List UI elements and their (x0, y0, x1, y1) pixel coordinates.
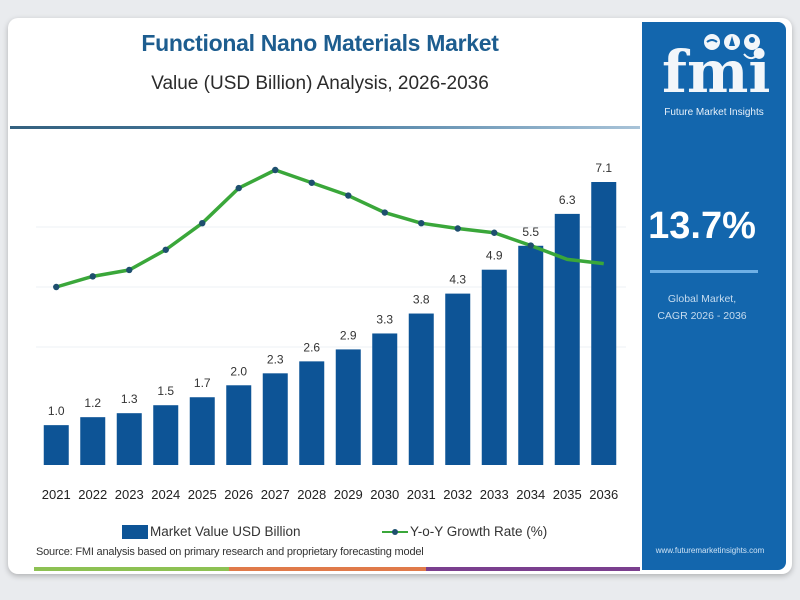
bar-2035 (554, 213, 580, 465)
bar-value-label: 1.3 (121, 392, 138, 406)
x-tick-label: 2026 (224, 487, 253, 502)
sidebar-panel (642, 22, 786, 570)
bar-value-label: 1.5 (157, 384, 174, 398)
bar-value-label: 7.1 (595, 161, 612, 175)
legend-bar-label: Market Value USD Billion (150, 524, 301, 539)
footer-bar-green (34, 567, 229, 571)
growth-rate-point (491, 229, 498, 236)
bar-value-label: 3.3 (376, 312, 393, 326)
x-tick-label: 2033 (480, 487, 509, 502)
bar-value-label: 1.0 (48, 404, 65, 418)
bar-2030 (372, 333, 398, 465)
fmi-logo: fmi (662, 34, 770, 100)
legend-item-growth-rate: Y-o-Y Growth Rate (%) (382, 524, 547, 539)
bar-value-label: 1.7 (194, 376, 211, 390)
footer-bar-purple (426, 567, 640, 571)
chart-subtitle: Value (USD Billion) Analysis, 2026-2036 (151, 73, 489, 94)
bar-2031 (408, 313, 434, 465)
bar-2024 (153, 405, 179, 465)
x-tick-label: 2036 (589, 487, 618, 502)
header-divider (10, 126, 640, 129)
growth-rate-point (454, 225, 461, 232)
bar-value-label: 2.0 (230, 364, 247, 378)
x-tick-label: 2027 (261, 487, 290, 502)
bar-value-label: 6.3 (559, 193, 576, 207)
x-tick-label: 2025 (188, 487, 217, 502)
bar-2029 (335, 349, 361, 465)
bar-value-label: 2.9 (340, 328, 357, 342)
growth-rate-point (126, 266, 133, 274)
chart-plot: 1.0 2021 1.2 2022 1.3 2023 1.5 2024 1.7 2025 2.0 20… (36, 161, 626, 502)
bar-value-label: 4.9 (486, 249, 503, 263)
footer-bar-orange (229, 567, 426, 571)
bar-value-label: 2.6 (303, 340, 320, 354)
legend-bar-swatch (122, 524, 148, 539)
x-tick-label: 2022 (78, 487, 107, 502)
growth-rate-point (235, 184, 242, 192)
growth-rate-line (55, 168, 604, 289)
chart-legend: Market Value USD Billion Y-o-Y Growth Ra… (0, 524, 640, 544)
x-tick-label: 2030 (370, 487, 399, 502)
bar-2032 (445, 293, 471, 465)
x-tick-label: 2028 (297, 487, 326, 502)
growth-rate-point (527, 242, 534, 249)
bar-value-label: 5.5 (522, 225, 539, 239)
growth-rate-point (345, 192, 352, 199)
growth-rate-point (199, 219, 206, 227)
legend-line-label: Y-o-Y Growth Rate (%) (410, 524, 548, 539)
bar-2023 (116, 413, 142, 465)
bar-2034 (518, 245, 544, 465)
bar-2025 (189, 397, 215, 465)
x-tick-label: 2021 (42, 487, 71, 502)
bar-2026 (226, 385, 252, 465)
growth-rate-point (272, 166, 279, 174)
bar-value-label: 1.2 (84, 396, 101, 410)
x-tick-label: 2035 (553, 487, 582, 502)
x-tick-label: 2032 (443, 487, 472, 502)
growth-rate-point (308, 179, 315, 186)
bar-2033 (481, 269, 507, 465)
cagr-label: Global Market, CAGR 2026 - 2036 (648, 291, 756, 325)
growth-rate-point (162, 246, 169, 253)
x-tick-label: 2031 (407, 487, 436, 502)
bar-value-label: 4.3 (449, 273, 466, 287)
x-tick-label: 2034 (516, 487, 545, 502)
bar-2036 (591, 182, 617, 465)
chart-title: Functional Nano Materials Market (141, 30, 499, 56)
growth-rate-point (53, 283, 60, 291)
legend-item-market-value: Market Value USD Billion (122, 524, 301, 539)
cagr-label-line2: CAGR 2026 - 2036 (657, 310, 747, 322)
x-tick-label: 2023 (115, 487, 144, 502)
logo-globe-icon (704, 34, 720, 50)
bar-value-label: 2.3 (267, 352, 284, 366)
growth-rate-point (89, 273, 96, 280)
growth-rate-point (418, 219, 425, 227)
x-tick-label: 2024 (151, 487, 180, 502)
x-tick-label: 2029 (334, 487, 363, 502)
cagr-label-line1: Global Market, (667, 293, 737, 305)
bar-2021 (43, 425, 69, 465)
cagr-divider (650, 270, 758, 273)
cagr-value: 13.7% (648, 205, 756, 247)
bar-value-label: 3.8 (413, 293, 430, 307)
bar-2027 (262, 373, 288, 465)
website-link[interactable]: www.futuremarketinsights.com (655, 546, 765, 555)
growth-rate-point (381, 209, 388, 216)
legend-line-swatch (382, 525, 408, 539)
source-note: Source: FMI analysis based on primary re… (36, 546, 424, 558)
logo-subtitle: Future Market Insights (664, 107, 764, 118)
bar-2028 (299, 361, 325, 465)
bar-2022 (80, 417, 106, 465)
